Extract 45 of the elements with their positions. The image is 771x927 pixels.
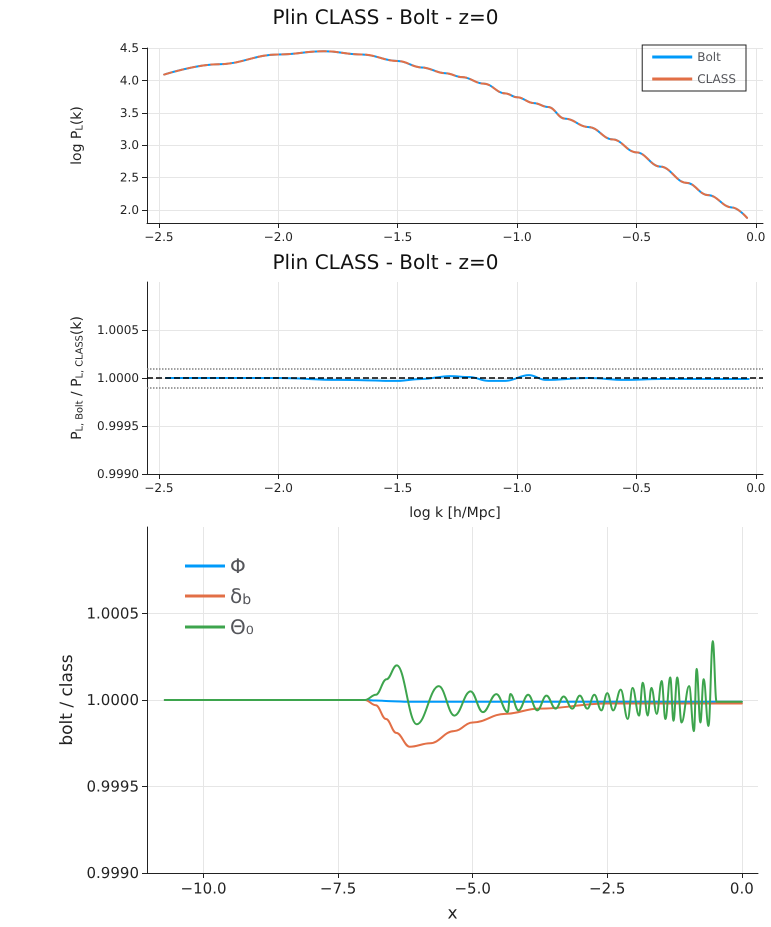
y-tick-label: 0.9995 xyxy=(97,419,139,433)
x-tick-label: 0.0 xyxy=(730,880,754,898)
x-tick-label: −2.0 xyxy=(264,481,293,495)
x-tick-label: 0.0 xyxy=(746,481,766,495)
y-tick-label: 0.9990 xyxy=(86,864,139,882)
y-tick-label: 1.0005 xyxy=(86,604,139,622)
y-tick-label: 0.9995 xyxy=(86,778,139,796)
line-series xyxy=(163,50,748,219)
legend-label: CLASS xyxy=(697,72,736,86)
chart-title: Plin CLASS - Bolt - z=0 xyxy=(272,250,499,274)
y-tick-label: 1.0000 xyxy=(86,691,139,709)
y-tick-label: 0.9990 xyxy=(97,467,139,481)
x-tick-label: −7.5 xyxy=(320,880,356,898)
y-tick-label: 2.0 xyxy=(120,203,139,218)
x-tick-label: −2.5 xyxy=(144,230,174,244)
y-tick-label: 4.5 xyxy=(120,41,139,55)
x-tick-label: −0.5 xyxy=(622,230,652,244)
legend-label: Φ xyxy=(230,554,246,578)
x-tick-label: −2.5 xyxy=(144,481,174,495)
x-tick-label: −10.0 xyxy=(180,880,227,898)
x-tick-label: −2.0 xyxy=(264,230,293,244)
legend-label: Bolt xyxy=(697,50,722,64)
y-axis-title: bolt / class xyxy=(57,654,78,746)
y-axis-title: PL, Bolt / PL, CLASS(k) xyxy=(69,316,86,440)
x-tick-label: −2.5 xyxy=(589,880,626,898)
x-axis-title: x xyxy=(447,904,458,924)
x-tick-label: −1.5 xyxy=(383,230,412,244)
x-tick-label: 0.0 xyxy=(746,230,766,244)
x-tick-label: −5.0 xyxy=(454,880,491,898)
x-tick-label: −1.0 xyxy=(502,481,532,495)
x-tick-label: −0.5 xyxy=(622,481,652,495)
y-axis-title: log PL(k) xyxy=(69,106,86,165)
y-tick-label: 3.0 xyxy=(120,138,139,152)
y-tick-label: 1.0005 xyxy=(97,323,139,337)
x-tick-label: −1.5 xyxy=(383,481,412,495)
y-tick-label: 3.5 xyxy=(120,106,139,120)
x-tick-label: −1.0 xyxy=(502,230,532,244)
legend-label: δb xyxy=(230,584,252,608)
chart-title: Plin CLASS - Bolt - z=0 xyxy=(272,5,499,29)
y-tick-label: 2.5 xyxy=(120,170,139,185)
y-tick-label: 1.0000 xyxy=(97,371,139,385)
legend-label: Θ₀ xyxy=(230,615,254,639)
y-tick-label: 4.0 xyxy=(120,73,139,88)
x-axis-title: log k [h/Mpc] xyxy=(409,505,501,521)
line-series xyxy=(164,640,743,732)
